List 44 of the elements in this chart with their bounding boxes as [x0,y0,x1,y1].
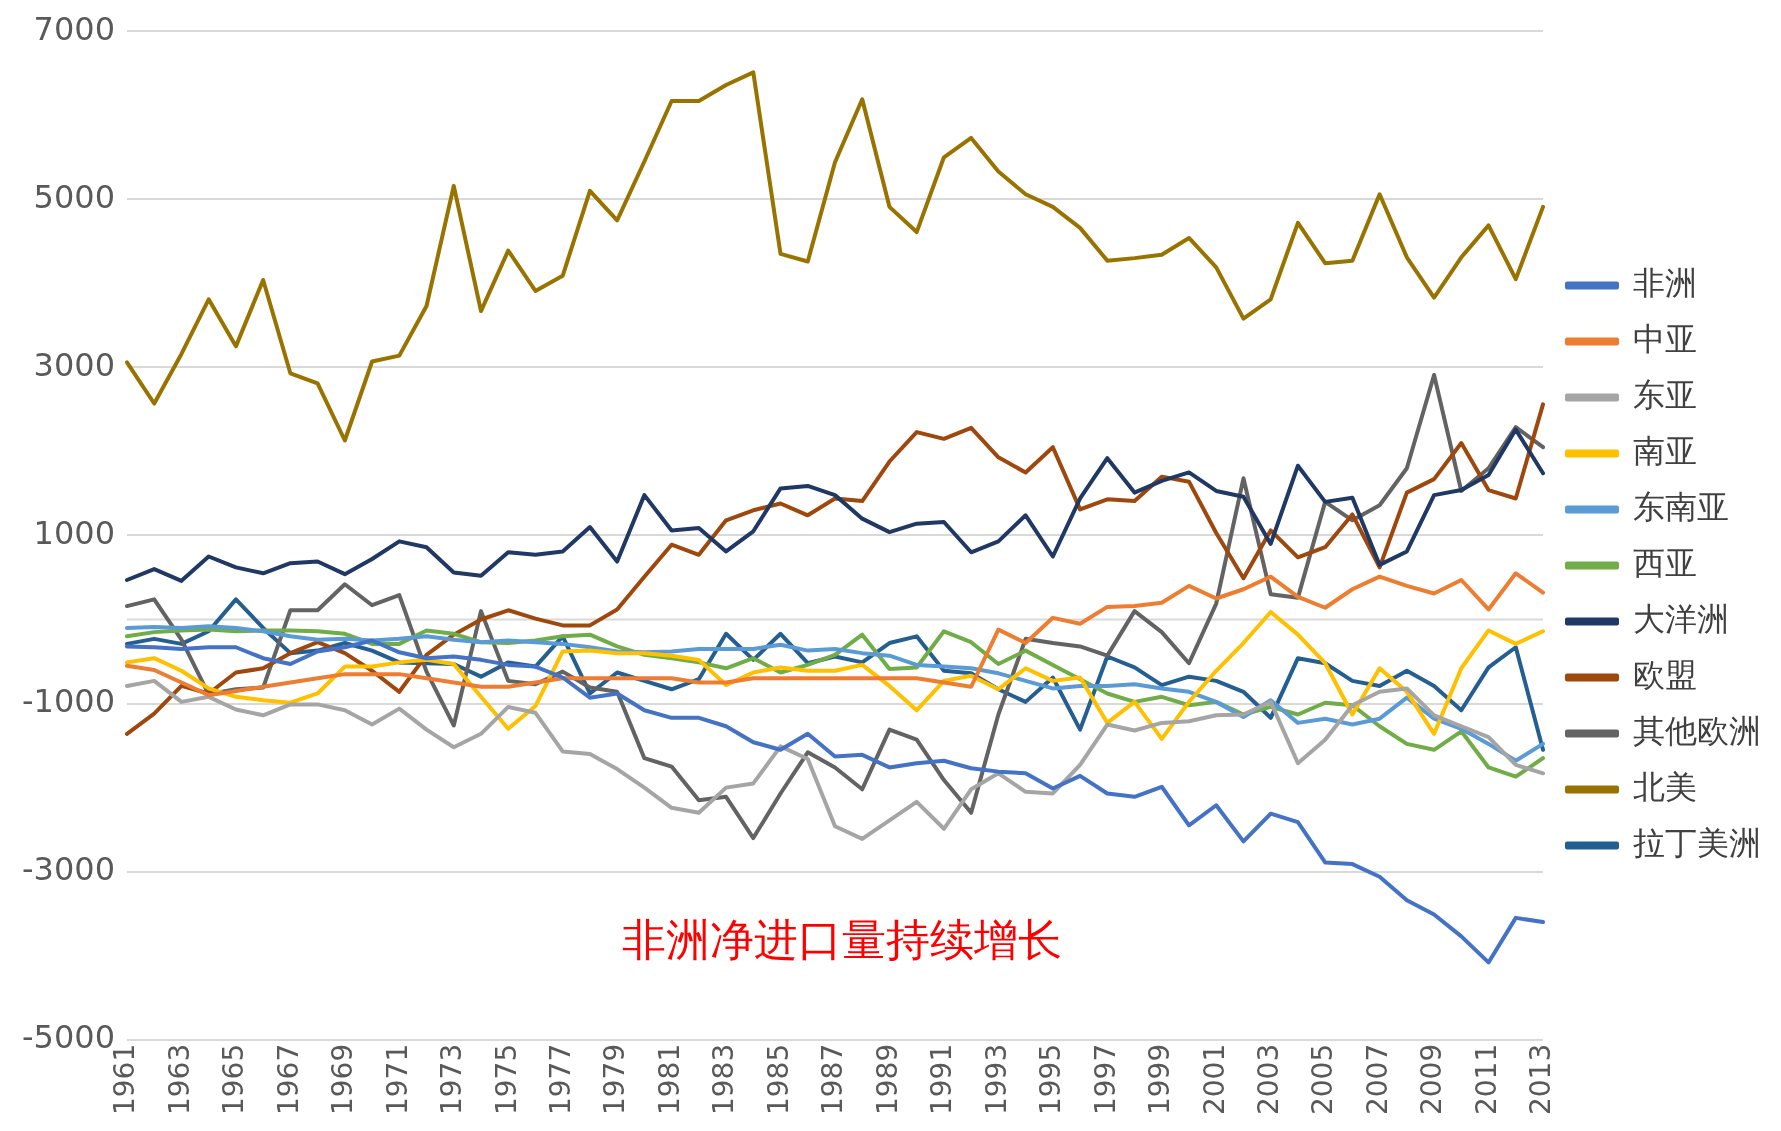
x-tick-label: 2013 [1524,1043,1558,1116]
y-tick-label: 5000 [33,177,115,216]
x-tick-label: 1967 [271,1043,305,1116]
legend-label: 其他欧洲 [1633,711,1761,750]
x-tick-label: 1979 [598,1043,632,1116]
x-tick-label: 1991 [925,1043,959,1116]
x-tick-label: 2001 [1197,1043,1231,1116]
legend-label: 东亚 [1633,375,1697,414]
legend-label: 东南亚 [1633,487,1729,526]
legend-label: 欧盟 [1633,655,1697,694]
x-tick-label: 2009 [1415,1043,1449,1116]
x-tick-label: 2011 [1469,1043,1503,1116]
x-tick-label: 1999 [1143,1043,1177,1116]
x-tick-label: 2005 [1306,1043,1340,1116]
x-tick-label: 1977 [543,1043,577,1116]
x-tick-label: 2003 [1251,1043,1285,1116]
x-tick-label: 1997 [1088,1043,1122,1116]
legend-label: 中亚 [1633,319,1697,358]
x-tick-label: 1985 [761,1043,795,1116]
legend-label: 北美 [1633,767,1697,806]
x-tick-label: 2007 [1360,1043,1394,1116]
x-tick-label: 1965 [217,1043,251,1116]
x-tick-label: 1969 [326,1043,360,1116]
legend-label: 非洲 [1633,263,1697,302]
y-tick-label: 3000 [33,345,115,384]
x-tick-label: 1989 [870,1043,904,1116]
x-tick-label: 1973 [435,1043,469,1116]
y-tick-label: -3000 [22,849,115,888]
annotation: 非洲净进口量持续增长 [622,916,1062,966]
legend-label: 拉丁美洲 [1633,823,1761,862]
x-tick-label: 1971 [380,1043,414,1116]
y-tick-label: 7000 [33,9,115,48]
legend-label: 南亚 [1633,431,1697,470]
y-tick-label: -1000 [22,681,115,720]
x-tick-label: 1975 [489,1043,523,1116]
x-tick-label: 1981 [652,1043,686,1116]
x-tick-label: 1995 [1034,1043,1068,1116]
y-tick-label: 1000 [33,513,115,552]
x-tick-label: 1993 [979,1043,1013,1116]
legend-label: 西亚 [1633,543,1697,582]
x-tick-label: 1987 [816,1043,850,1116]
x-tick-label: 1983 [707,1043,741,1116]
legend-label: 大洋洲 [1633,599,1729,638]
x-tick-label: 1963 [162,1043,196,1116]
